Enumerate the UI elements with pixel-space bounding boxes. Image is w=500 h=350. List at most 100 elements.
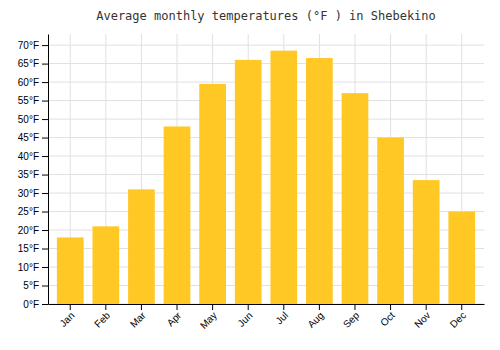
y-tick-mark <box>42 175 48 176</box>
bar <box>164 126 191 304</box>
y-tick-mark <box>42 267 48 268</box>
bar <box>342 93 369 304</box>
y-tick-label: 35°F <box>18 169 39 180</box>
x-tick-label: May <box>198 310 219 331</box>
x-tick-label: Dec <box>448 310 468 330</box>
bar <box>235 60 262 304</box>
x-tick-label: Mar <box>128 309 148 329</box>
x-tick-mark <box>212 304 213 310</box>
x-tick: Dec <box>448 304 468 330</box>
y-tick: 60°F <box>18 77 48 88</box>
x-tick: Oct <box>378 304 397 328</box>
x-tick: Jun <box>235 304 254 329</box>
y-grid-line <box>48 119 484 120</box>
y-tick-label: 20°F <box>18 225 39 236</box>
y-tick-label: 70°F <box>18 40 39 51</box>
y-tick-label: 60°F <box>18 77 39 88</box>
x-tick: Feb <box>92 304 112 330</box>
y-grid-line <box>48 174 484 175</box>
y-tick: 25°F <box>18 206 48 217</box>
y-tick: 45°F <box>18 132 48 143</box>
y-tick-label: 10°F <box>18 262 39 273</box>
plot-area: 0°F 5°F 10°F 15°F 20°F 25°F 30°F 35°F 40°F 45°F 50… <box>18 34 485 331</box>
grid <box>48 34 484 304</box>
x-axis-line <box>49 304 485 305</box>
x-tick-mark <box>319 304 320 310</box>
x-tick-mark <box>354 304 355 310</box>
y-tick-mark <box>42 64 48 65</box>
y-grid-line <box>48 82 484 83</box>
x-tick: Mar <box>128 304 148 330</box>
y-tick-mark <box>42 304 48 305</box>
y-tick: 55°F <box>18 95 48 106</box>
y-tick-label: 55°F <box>18 95 39 106</box>
y-tick: 35°F <box>18 169 48 180</box>
x-tick-label: Nov <box>412 310 432 330</box>
y-tick-mark <box>42 230 48 231</box>
bar <box>128 189 155 304</box>
y-tick: 5°F <box>23 280 48 291</box>
y-tick: 50°F <box>18 114 48 125</box>
x-tick-mark <box>177 304 178 310</box>
y-tick-mark <box>42 138 48 139</box>
x-tick-label: Jan <box>57 310 76 329</box>
bar <box>448 212 475 304</box>
x-tick: Jul <box>273 304 290 326</box>
bar <box>413 180 440 304</box>
y-tick: 0°F <box>23 299 48 310</box>
y-tick: 30°F <box>18 188 48 199</box>
y-tick: 20°F <box>18 225 48 236</box>
chart-svg: 0°F 5°F 10°F 15°F 20°F 25°F 30°F 35°F 40°F 45°F 50… <box>0 0 500 350</box>
y-tick-label: 65°F <box>18 58 39 69</box>
y-tick-mark <box>42 101 48 102</box>
y-tick-mark <box>42 45 48 46</box>
x-tick-label: Jul <box>273 310 290 327</box>
chart-title: Average monthly temperatures (°F ) in Sh… <box>96 9 436 23</box>
x-tick: Aug <box>305 304 325 330</box>
x-tick-label: Apr <box>165 309 184 328</box>
x-tick-label: Jun <box>235 310 254 329</box>
bar <box>92 226 119 304</box>
y-tick-label: 25°F <box>18 206 39 217</box>
y-grid-line <box>48 156 484 157</box>
bar <box>57 237 84 304</box>
y-grid-line <box>48 137 484 138</box>
x-tick-mark <box>426 304 427 310</box>
bars <box>57 51 475 304</box>
x-tick: Apr <box>165 304 184 328</box>
y-tick-mark <box>42 82 48 83</box>
y-tick-mark <box>42 286 48 287</box>
x-tick-mark <box>105 304 106 310</box>
y-tick-mark <box>42 119 48 120</box>
x-tick-mark <box>461 304 462 310</box>
x-tick: Nov <box>412 304 432 330</box>
y-tick: 40°F <box>18 151 48 162</box>
y-tick: 15°F <box>18 243 48 254</box>
y-tick-mark <box>42 212 48 213</box>
bar <box>270 51 297 304</box>
y-tick-label: 5°F <box>23 280 39 291</box>
y-tick-mark <box>42 249 48 250</box>
x-tick-mark <box>70 304 71 310</box>
y-tick-label: 45°F <box>18 132 39 143</box>
y-tick-label: 50°F <box>18 114 39 125</box>
y-axis: 0°F 5°F 10°F 15°F 20°F 25°F 30°F 35°F 40°F 45°F 50… <box>18 35 49 310</box>
y-tick: 65°F <box>18 58 48 69</box>
bar <box>377 138 404 304</box>
y-tick: 70°F <box>18 40 48 51</box>
x-tick-mark <box>390 304 391 310</box>
x-tick: Jan <box>57 304 76 329</box>
x-tick: Sep <box>341 304 362 330</box>
x-tick-mark <box>141 304 142 310</box>
y-tick-mark <box>42 156 48 157</box>
y-axis-line <box>48 35 49 305</box>
y-tick-label: 0°F <box>23 299 39 310</box>
y-grid-line <box>48 63 484 64</box>
x-tick: May <box>198 304 219 331</box>
x-tick-label: Sep <box>341 309 362 330</box>
bar <box>199 84 226 304</box>
y-grid-line <box>48 45 484 46</box>
chart-container: 0°F 5°F 10°F 15°F 20°F 25°F 30°F 35°F 40°F 45°F 50… <box>0 0 500 350</box>
bar <box>306 58 333 304</box>
y-tick: 10°F <box>18 262 48 273</box>
